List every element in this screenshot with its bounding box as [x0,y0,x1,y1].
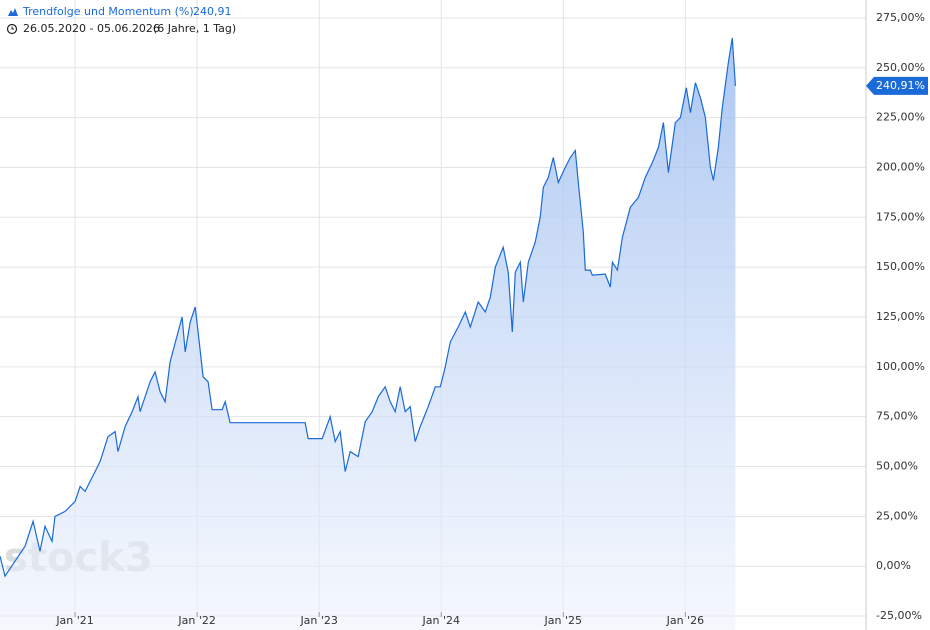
y-tick-label: 200,00% [876,160,925,173]
y-tick-label: 175,00% [876,210,925,223]
last-value-label: 240,91% [876,79,925,92]
x-tick-label: Jan '22 [177,614,215,627]
y-tick-label: 250,00% [876,61,925,74]
x-tick-label: Jan '26 [666,614,704,627]
y-tick-label: 125,00% [876,310,925,323]
y-tick-label: -25,00% [876,609,922,622]
area-fill [0,37,736,630]
title-value: 240,91 [193,5,232,18]
last-value-badge [866,76,928,95]
y-tick-label: 100,00% [876,360,925,373]
x-tick-label: Jan '25 [544,614,582,627]
series-icon [8,8,18,16]
date-range: 26.05.2020 - 05.06.2026 [23,22,160,35]
y-tick-label: 25,00% [876,509,918,522]
y-tick-label: 75,00% [876,410,918,423]
y-tick-label: 225,00% [876,111,925,124]
x-tick-label: Jan '24 [421,614,459,627]
y-tick-label: 0,00% [876,559,911,572]
x-tick-label: Jan '21 [55,614,93,627]
x-tick-label: Jan '23 [299,614,337,627]
y-tick-label: 50,00% [876,460,918,473]
y-tick-label: 275,00% [876,11,925,24]
clock-hands [11,26,14,30]
chart-title: Trendfolge und Momentum (%) [22,5,194,18]
clock-icon [6,23,18,35]
period: (6 Jahre, 1 Tag) [153,22,236,35]
y-tick-label: 150,00% [876,260,925,273]
line [0,37,736,578]
